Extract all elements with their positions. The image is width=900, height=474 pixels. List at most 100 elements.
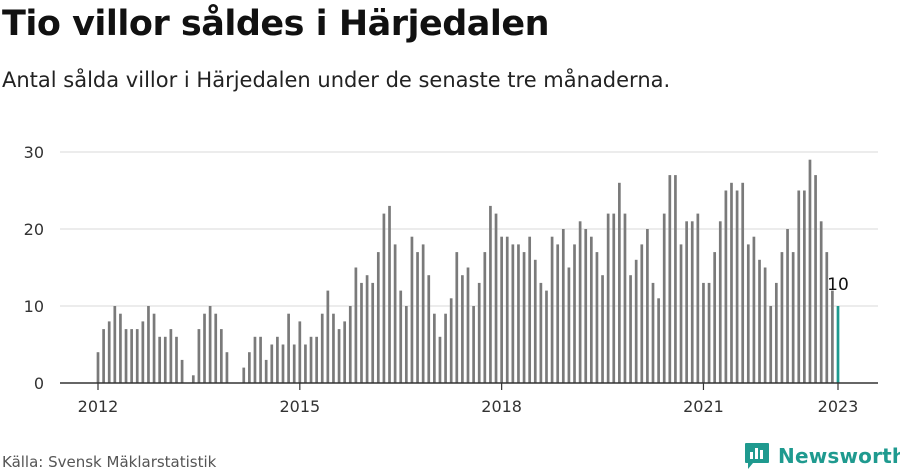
bar: [354, 267, 358, 383]
bar: [404, 306, 408, 383]
bar: [533, 259, 537, 383]
y-axis-ticks: 0 10 20 30: [24, 143, 44, 393]
bar: [735, 190, 739, 383]
bar: [410, 236, 414, 383]
bar: [287, 313, 290, 383]
bar: [517, 244, 520, 383]
bar: [169, 329, 173, 383]
bar: [119, 313, 122, 383]
bar: [707, 282, 711, 383]
bar: [371, 282, 375, 383]
bar: [326, 290, 330, 383]
bar: [130, 329, 133, 383]
bar: [646, 229, 649, 383]
bar: [763, 267, 767, 383]
annotations: 10: [827, 275, 849, 295]
bar: [797, 190, 801, 383]
bar: [618, 182, 621, 383]
bar: [416, 252, 419, 383]
bar: [382, 213, 386, 383]
bar: [803, 190, 806, 383]
bar: [730, 182, 733, 383]
bar: [494, 213, 498, 383]
bar: [724, 190, 728, 383]
bar: [528, 236, 532, 383]
bar: [281, 344, 285, 383]
bar: [550, 236, 554, 383]
bar: [573, 244, 576, 383]
bar: [791, 252, 795, 383]
bar: [248, 352, 251, 383]
chart-subtitle: Antal sålda villor i Härjedalen under de…: [2, 68, 671, 92]
bar: [489, 205, 492, 383]
bar: [522, 252, 526, 383]
bar: [337, 329, 341, 383]
bar-chart: 0 10 20 30 2012 2015 2018 2021 2023 10: [24, 143, 878, 416]
bar: [718, 221, 722, 383]
bar: [472, 306, 475, 383]
bar: [741, 182, 745, 383]
bar: [511, 244, 515, 383]
bar: [388, 205, 391, 383]
highlight-value-label: 10: [827, 275, 849, 295]
bar: [433, 313, 436, 383]
bar: [606, 213, 610, 383]
bar: [752, 236, 756, 383]
bar: [662, 213, 666, 383]
bar: [191, 375, 195, 383]
bar: [466, 267, 470, 383]
bar: [831, 290, 834, 383]
bar: [158, 336, 162, 383]
bar: [180, 359, 184, 383]
bar: [539, 282, 543, 383]
bar: [483, 252, 487, 383]
bar: [449, 298, 453, 383]
bar: [758, 259, 761, 383]
bar: [657, 298, 660, 383]
highlight-bar: [836, 306, 840, 383]
y-tick-label: 20: [24, 220, 44, 239]
bar: [455, 252, 459, 383]
chart-title: Tio villor såldes i Härjedalen: [2, 4, 550, 44]
bar: [601, 275, 604, 383]
bar: [623, 213, 627, 383]
bar: [124, 329, 128, 383]
bar-chart-logo-icon: [745, 443, 769, 469]
x-tick-label: 2018: [481, 397, 522, 416]
bar: [780, 252, 784, 383]
bar: [208, 306, 212, 383]
bar: [264, 359, 268, 383]
bar: [556, 244, 560, 383]
bar: [825, 252, 829, 383]
brand-link[interactable]: Newsworthy: [744, 442, 900, 470]
source-note: Källa: Svensk Mäklarstatistik: [2, 453, 217, 471]
bar: [567, 267, 571, 383]
x-tick-label: 2021: [683, 397, 724, 416]
bar: [219, 329, 223, 383]
bar: [679, 244, 683, 383]
bar: [713, 252, 717, 383]
bar: [399, 290, 403, 383]
bar: [253, 336, 257, 383]
bar: [561, 229, 565, 383]
x-tick-label: 2015: [279, 397, 320, 416]
bar: [304, 344, 307, 383]
bar: [141, 321, 145, 383]
bar: [298, 321, 302, 383]
bar: [674, 175, 677, 383]
bar: [320, 313, 324, 383]
bar: [152, 313, 156, 383]
bar: [365, 275, 369, 383]
y-tick-label: 10: [24, 297, 44, 316]
bar: [545, 290, 548, 383]
bar: [595, 252, 599, 383]
y-tick-label: 0: [34, 374, 44, 393]
bar: [292, 344, 296, 383]
bar: [163, 336, 167, 383]
bar: [651, 282, 655, 383]
bar: [786, 229, 789, 383]
bar: [332, 313, 335, 383]
bar: [629, 275, 632, 383]
bar: [107, 321, 111, 383]
bar: [500, 236, 503, 383]
